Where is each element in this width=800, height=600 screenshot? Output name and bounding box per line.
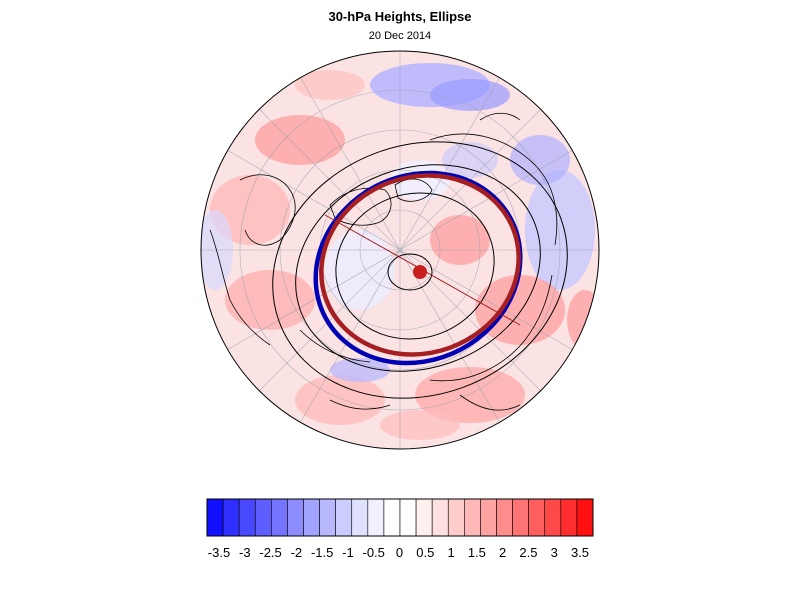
colorbar-swatch xyxy=(512,498,529,537)
ellipse-center-marker xyxy=(413,265,427,279)
chart-title: 30-hPa Heights, Ellipse xyxy=(328,9,472,24)
colorbar-swatch xyxy=(351,498,369,537)
colorbar-tick-label: -2 xyxy=(291,545,303,560)
colorbar-swatch xyxy=(528,498,546,537)
colorbar-swatch xyxy=(415,498,433,537)
colorbar-tick-label: 2 xyxy=(499,545,506,560)
colorbar-tick-label: -1 xyxy=(342,545,354,560)
colorbar-tick-label: -1.5 xyxy=(311,545,333,560)
colorbar-swatch xyxy=(431,498,449,537)
colorbar-tick-label: 0 xyxy=(396,545,403,560)
polar-map xyxy=(200,50,600,450)
colorbar-swatch xyxy=(287,498,304,537)
ellipse-red xyxy=(319,173,521,357)
colorbar-swatch xyxy=(367,498,385,537)
colorbar-swatch xyxy=(480,498,497,537)
colorbar-swatch xyxy=(383,498,401,537)
height-contours xyxy=(272,141,568,399)
colorbar-swatch xyxy=(560,498,578,537)
colorbar-swatch xyxy=(447,498,465,537)
colorbar-tick-label: -0.5 xyxy=(363,545,385,560)
colorbar-tick-label: 2.5 xyxy=(519,545,537,560)
colorbar-tick-label: 3.5 xyxy=(571,545,589,560)
colorbar-swatch xyxy=(303,498,320,537)
colorbar-swatch xyxy=(576,498,594,537)
colorbar-tick-label: 0.5 xyxy=(416,545,434,560)
colorbar-tick-label: 1.5 xyxy=(468,545,486,560)
colorbar-tick-label: -3.5 xyxy=(208,545,230,560)
colorbar-swatch xyxy=(271,498,288,537)
colorbar-tick-label: 1 xyxy=(447,545,454,560)
colorbar-swatch xyxy=(496,498,513,537)
colorbar-swatch xyxy=(222,498,240,537)
coastlines xyxy=(209,112,558,411)
map-border xyxy=(200,50,600,450)
colorbar-swatch xyxy=(544,498,562,537)
chart-date: 20 Dec 2014 xyxy=(368,30,432,42)
colorbar-swatch xyxy=(238,498,256,537)
colorbar-swatch xyxy=(206,498,224,537)
colorbar-swatch xyxy=(335,498,353,537)
colorbar-tick-label: 3 xyxy=(551,545,558,560)
colorbar-tick-label: -3 xyxy=(239,545,251,560)
colorbar-swatch xyxy=(464,498,481,537)
colorbar-swatch xyxy=(319,498,336,537)
colorbar-swatch xyxy=(254,498,272,537)
colorbar-tick-label: -2.5 xyxy=(259,545,281,560)
colorbar-swatch xyxy=(399,498,417,537)
